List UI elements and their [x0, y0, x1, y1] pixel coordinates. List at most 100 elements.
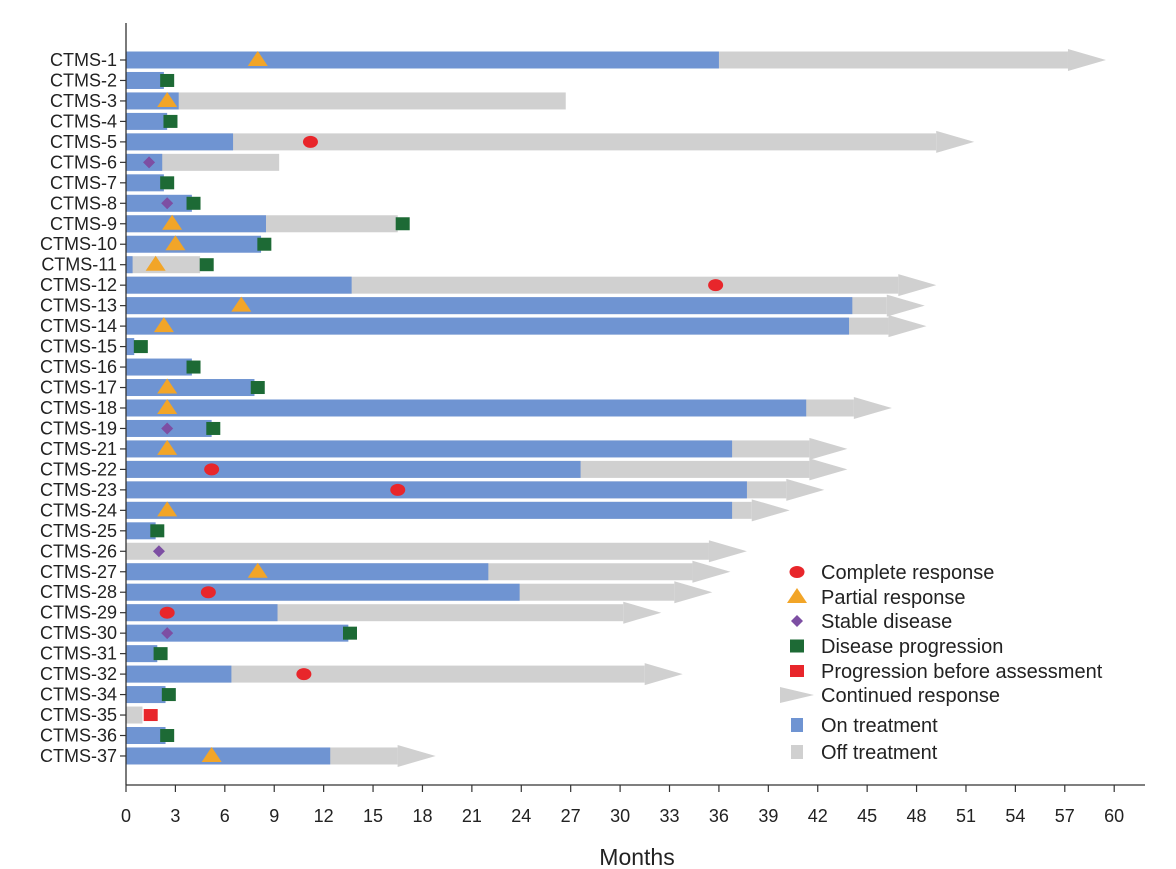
partial-response-marker: [145, 255, 166, 271]
disease-progression-marker: [160, 73, 175, 87]
off-treatment-swatch: [791, 745, 803, 759]
y-tick-label: CTMS-35: [40, 705, 117, 725]
partial-response-marker: [157, 398, 178, 414]
disease-progression-marker: [186, 360, 201, 374]
x-tick-label: 30: [610, 806, 630, 826]
patient-row: CTMS-22: [40, 458, 848, 481]
complete-response-marker: [159, 606, 175, 619]
patient-row: CTMS-23: [40, 478, 825, 501]
x-tick-label: 6: [220, 806, 230, 826]
legend-label: Disease progression: [821, 636, 1003, 658]
legend-item: Continued response: [780, 685, 1000, 707]
on-treatment-bar: [126, 235, 262, 253]
legend-label: Continued response: [821, 685, 1000, 707]
stable-disease-marker: [161, 627, 174, 640]
on-treatment-bar: [126, 317, 850, 335]
y-tick-label: CTMS-2: [50, 70, 117, 90]
x-tick-label: 57: [1055, 806, 1075, 826]
patient-row: CTMS-1: [50, 49, 1106, 71]
y-tick-label: CTMS-3: [50, 91, 117, 111]
disease-progression-marker: [342, 626, 357, 640]
patient-row: CTMS-21: [40, 437, 848, 460]
y-tick-label: CTMS-17: [40, 378, 117, 398]
y-tick-label: CTMS-26: [40, 541, 117, 561]
patient-row: CTMS-17: [40, 378, 265, 398]
on-treatment-bar: [126, 563, 489, 581]
on-treatment-bar: [126, 645, 158, 663]
partial-response-marker: [201, 746, 222, 762]
stable-disease-marker: [143, 156, 156, 169]
stable-disease-marker: [152, 545, 165, 558]
partial-response-marker: [157, 501, 178, 517]
patient-row: CTMS-10: [40, 234, 272, 254]
partial-response-marker: [247, 562, 268, 578]
on-treatment-bar: [126, 481, 747, 499]
patient-row: CTMS-9: [50, 214, 410, 234]
disease-progression-icon: [790, 639, 804, 653]
partial-response-marker: [153, 317, 174, 333]
patient-row: CTMS-12: [40, 274, 937, 297]
patient-row: CTMS-28: [40, 581, 713, 604]
y-tick-label: CTMS-19: [40, 418, 117, 438]
patient-rows: CTMS-1CTMS-2CTMS-3CTMS-4CTMS-5CTMS-6CTMS…: [40, 49, 1106, 767]
patient-row: CTMS-30: [40, 623, 357, 643]
disease-progression-marker: [150, 524, 165, 538]
on-treatment-bar: [126, 604, 278, 622]
patient-row: CTMS-19: [40, 418, 221, 438]
disease-progression-marker: [250, 381, 265, 395]
x-tick-label: 42: [808, 806, 828, 826]
y-tick-label: CTMS-8: [50, 193, 117, 213]
y-tick-label: CTMS-29: [40, 603, 117, 623]
on-treatment-bar: [126, 624, 349, 642]
partial-response-marker: [247, 51, 268, 66]
x-tick-label: 33: [659, 806, 679, 826]
continued-response-arrow: [708, 540, 747, 563]
patient-row: CTMS-3: [50, 91, 566, 111]
off-treatment-bar: [126, 542, 709, 560]
y-tick-label: CTMS-22: [40, 459, 117, 479]
on-treatment-bar: [126, 358, 192, 376]
legend-label: Progression before assessment: [821, 661, 1103, 683]
on-treatment-bar: [126, 440, 733, 458]
continued-response-arrow: [886, 294, 925, 317]
on-treatment-bar: [126, 133, 234, 151]
disease-progression-marker: [257, 237, 272, 251]
x-tick-label: 39: [758, 806, 778, 826]
y-tick-label: CTMS-36: [40, 726, 117, 746]
patient-row: CTMS-18: [40, 396, 892, 419]
y-tick-label: CTMS-14: [40, 316, 117, 336]
on-treatment-bar: [126, 686, 166, 704]
legend-label: Stable disease: [821, 611, 952, 633]
on-treatment-bar: [126, 399, 807, 417]
patient-row: CTMS-34: [40, 685, 176, 705]
x-tick-label: 24: [511, 806, 531, 826]
off-treatment-bar: [126, 706, 143, 724]
disease-progression-marker: [133, 340, 148, 354]
progression-before-assessment-marker: [143, 709, 158, 722]
x-axis-ticks: 0 3 6 9 12 15 18 21 24 27 30 33 36 39 42 45 48 51 54 57 60: [121, 785, 1124, 826]
disease-progression-marker: [160, 176, 175, 190]
patient-row: CTMS-11: [41, 255, 214, 275]
x-tick-label: 9: [269, 806, 279, 826]
partial-response-marker: [157, 439, 178, 455]
x-tick-label: 54: [1005, 806, 1025, 826]
disease-progression-marker: [153, 647, 168, 661]
complete-response-marker: [204, 463, 220, 476]
y-tick-label: CTMS-30: [40, 623, 117, 643]
off-treatment-bar: [126, 133, 937, 151]
y-tick-label: CTMS-37: [40, 746, 117, 766]
y-tick-label: CTMS-13: [40, 296, 117, 316]
y-tick-label: CTMS-12: [40, 275, 117, 295]
disease-progression-marker: [161, 688, 176, 702]
on-treatment-swatch: [791, 718, 803, 732]
partial-response-marker: [157, 378, 178, 394]
x-tick-label: 60: [1104, 806, 1124, 826]
y-tick-label: CTMS-7: [50, 173, 117, 193]
patient-row: CTMS-27: [40, 560, 731, 583]
patient-row: CTMS-29: [40, 601, 662, 624]
legend-label: On treatment: [821, 715, 938, 737]
partial-response-icon: [787, 588, 807, 603]
continued-response-arrow: [809, 458, 848, 481]
x-tick-label: 51: [956, 806, 976, 826]
complete-response-icon: [789, 566, 805, 578]
